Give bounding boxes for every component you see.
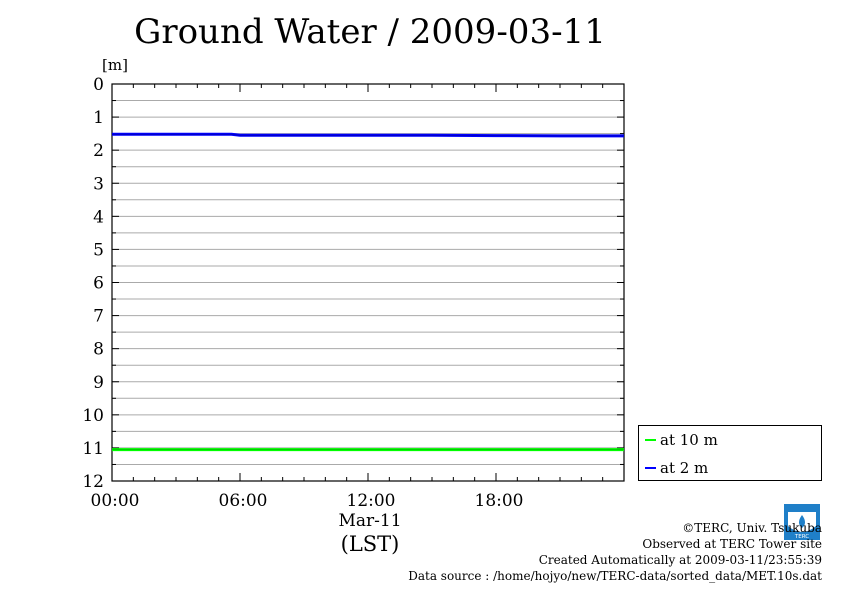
y-tick-label: 8 <box>93 340 104 360</box>
y-tick-label: 4 <box>93 207 104 227</box>
x-axis-timezone-label: (LST) <box>340 532 400 556</box>
y-tick-label: 2 <box>93 141 104 161</box>
x-tick-label: 12:00 <box>347 491 396 511</box>
y-tick-label: 3 <box>93 174 104 194</box>
legend: at 10 m at 2 m <box>638 425 822 481</box>
terc-logo: TERC <box>784 504 820 540</box>
y-axis-unit-label: [m] <box>102 56 128 74</box>
legend-swatch-at-2m <box>645 467 656 469</box>
y-tick-label: 7 <box>93 307 104 327</box>
y-tick-label: 5 <box>93 240 104 260</box>
legend-swatch-at-10m <box>645 439 656 441</box>
x-axis-date-label: Mar-11 <box>338 511 402 531</box>
x-tick-label: 18:00 <box>475 491 524 511</box>
y-tick-label: 6 <box>93 274 104 294</box>
y-tick-label: 0 <box>93 75 104 95</box>
y-tick-label: 10 <box>82 406 104 426</box>
data-source-text: Data source : /home/hojyo/new/TERC-data/… <box>408 569 822 583</box>
y-tick-label: 9 <box>93 373 104 393</box>
chart-title: Ground Water / 2009-03-11 <box>134 12 606 52</box>
y-tick-label: 12 <box>82 472 104 492</box>
credits-block: ©TERC, Univ. Tsukuba Observed at TERC To… <box>408 520 822 584</box>
x-tick-label: 06:00 <box>219 491 268 511</box>
legend-item-at-2m: at 2 m <box>645 459 708 477</box>
legend-label-at-2m: at 2 m <box>660 459 709 477</box>
created-text: Created Automatically at 2009-03-11/23:5… <box>538 553 822 567</box>
svg-text:TERC: TERC <box>794 534 809 540</box>
x-tick-label: 00:00 <box>91 491 140 511</box>
y-tick-label: 1 <box>93 108 104 128</box>
legend-item-at-10m: at 10 m <box>645 431 718 449</box>
legend-label-at-10m: at 10 m <box>660 431 718 449</box>
copyright-text: ©TERC, Univ. Tsukuba <box>682 521 822 535</box>
series-line-core-at-2-m <box>112 133 624 137</box>
observed-text: Observed at TERC Tower site <box>642 537 822 551</box>
y-tick-label: 11 <box>82 439 104 459</box>
